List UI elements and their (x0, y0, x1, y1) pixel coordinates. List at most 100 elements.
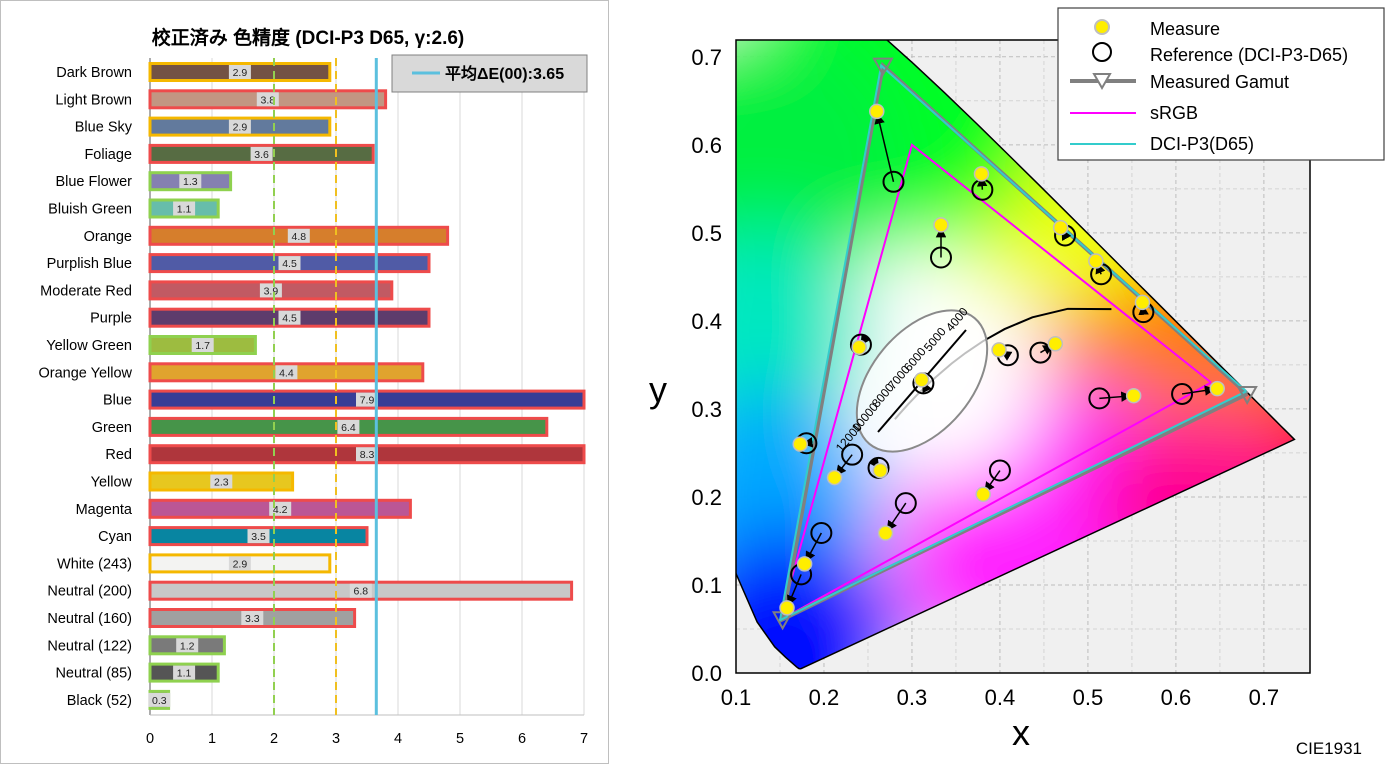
cie-y-tick-label: 0.6 (691, 133, 722, 158)
bar-value-label: 2.9 (233, 67, 248, 79)
bar-value-label: 4.5 (282, 258, 297, 270)
cie-x-tick-label: 0.6 (1161, 685, 1192, 710)
bar-value-label: 3.3 (245, 613, 260, 625)
category-label: White (243) (57, 556, 132, 572)
measured-point (828, 471, 842, 485)
legend-reference-label: Reference (DCI-P3-D65) (1150, 45, 1348, 65)
category-label: Blue (103, 393, 132, 409)
legend-srgb-label: sRGB (1150, 103, 1198, 123)
cie-x-axis-label: x (1012, 712, 1030, 753)
cie-y-tick-label: 0.4 (691, 309, 722, 334)
category-label: Purple (90, 311, 132, 327)
cie-x-tick-label: 0.5 (1073, 685, 1104, 710)
measured-point (1089, 254, 1103, 268)
category-label: Neutral (85) (55, 666, 132, 682)
measured-point (879, 526, 893, 540)
measured-point (793, 437, 807, 451)
cie-footer-label: CIE1931 (1296, 739, 1362, 758)
category-label: Purplish Blue (47, 256, 132, 272)
legend-measure-marker (1095, 20, 1109, 34)
category-label: Black (52) (67, 693, 132, 709)
legend-measure-label: Measure (1150, 19, 1220, 39)
measured-point (1127, 389, 1141, 403)
average-legend-label: 平均ΔE(00):3.65 (445, 64, 564, 83)
cie-x-tick-label: 0.2 (809, 685, 840, 710)
bar-value-label: 8.3 (360, 449, 375, 461)
measured-point (873, 464, 887, 478)
bar-x-tick-label: 5 (456, 731, 464, 747)
bar-value-label: 1.1 (177, 668, 192, 680)
bar-x-tick-label: 3 (332, 731, 340, 747)
bar-value-label: 7.9 (360, 395, 375, 407)
measured-point (1054, 221, 1068, 235)
bar-chart-title: 校正済み 色精度 (DCI-P3 D65, γ:2.6) (152, 26, 465, 49)
category-label: Foliage (84, 147, 132, 163)
average-legend-box: 平均ΔE(00):3.65 (392, 55, 587, 92)
bar-value-label: 1.1 (177, 204, 192, 216)
cie-y-tick-label: 0.1 (691, 573, 722, 598)
bar-value-label: 4.2 (273, 504, 288, 516)
cie-y-tick-label: 0.0 (691, 661, 722, 686)
category-label: Neutral (160) (47, 611, 132, 627)
measured-point (852, 340, 866, 354)
category-label: Moderate Red (40, 283, 132, 299)
bar-value-label: 2.9 (233, 122, 248, 134)
legend-gamut-label: Measured Gamut (1150, 72, 1289, 92)
category-label: Neutral (200) (47, 584, 132, 600)
category-label: Blue Flower (55, 174, 132, 190)
cie-x-tick-label: 0.4 (985, 685, 1016, 710)
category-label: Bluish Green (48, 202, 132, 218)
measured-point (1210, 382, 1224, 396)
cie-y-tick-label: 0.3 (691, 397, 722, 422)
category-label: Light Brown (55, 92, 132, 108)
category-label: Orange Yellow (38, 365, 132, 381)
bar-value-label: 1.2 (180, 640, 195, 652)
category-label: Blue Sky (75, 120, 133, 136)
cie-x-tick-labels: 0.1 0.2 0.3 0.4 0.5 0.6 0.7 (721, 685, 1279, 710)
measured-point (934, 218, 948, 232)
category-label: Dark Brown (56, 65, 132, 81)
measured-point (780, 601, 794, 615)
cie-y-tick-label: 0.5 (691, 221, 722, 246)
cie-x-tick-label: 0.3 (897, 685, 928, 710)
cie-y-axis-label: y (649, 369, 667, 410)
measured-point (1048, 337, 1062, 351)
bar-value-label: 4.5 (282, 313, 297, 325)
bar-value-label: 6.4 (341, 422, 356, 434)
bar-value-label: 0.3 (152, 695, 167, 707)
bar-value-label: 2.3 (214, 477, 229, 489)
bar-value-label: 1.7 (195, 340, 210, 352)
bar-value-label: 4.8 (291, 231, 306, 243)
cie-y-tick-label: 0.7 (691, 45, 722, 70)
bar-value-label: 3.9 (264, 285, 279, 297)
measured-point (870, 104, 884, 118)
cie-x-tick-label: 0.7 (1249, 685, 1280, 710)
measured-point (992, 343, 1006, 357)
bar-value-label: 6.8 (353, 586, 368, 598)
category-label: Cyan (98, 529, 132, 545)
bar-value-label: 4.4 (279, 367, 294, 379)
bar-x-tick-label: 7 (580, 731, 588, 747)
bar-value-label: 3.5 (251, 531, 266, 543)
measured-point (915, 373, 929, 387)
bar-x-tick-label: 0 (146, 731, 154, 747)
category-label: Neutral (122) (47, 638, 132, 654)
bar-value-label: 2.9 (233, 558, 248, 570)
category-label: Yellow Green (46, 338, 132, 354)
bar-x-tick-label: 1 (208, 731, 216, 747)
cie-y-tick-label: 0.2 (691, 485, 722, 510)
category-label: Orange (84, 229, 132, 245)
cie-x-tick-label: 0.1 (721, 685, 752, 710)
legend-dcip3-label: DCI-P3(D65) (1150, 134, 1254, 154)
category-label: Magenta (76, 502, 133, 518)
bar-x-tick-label: 6 (518, 731, 526, 747)
category-label: Red (105, 447, 132, 463)
delta-e-bar-chart: 校正済み 色精度 (DCI-P3 D65, γ:2.6) 2.93.82.93.… (0, 0, 610, 765)
bar-value-label: 1.3 (183, 176, 198, 188)
measured-point (1135, 295, 1149, 309)
category-label: Green (92, 420, 132, 436)
bar-x-tick-label: 2 (270, 731, 278, 747)
